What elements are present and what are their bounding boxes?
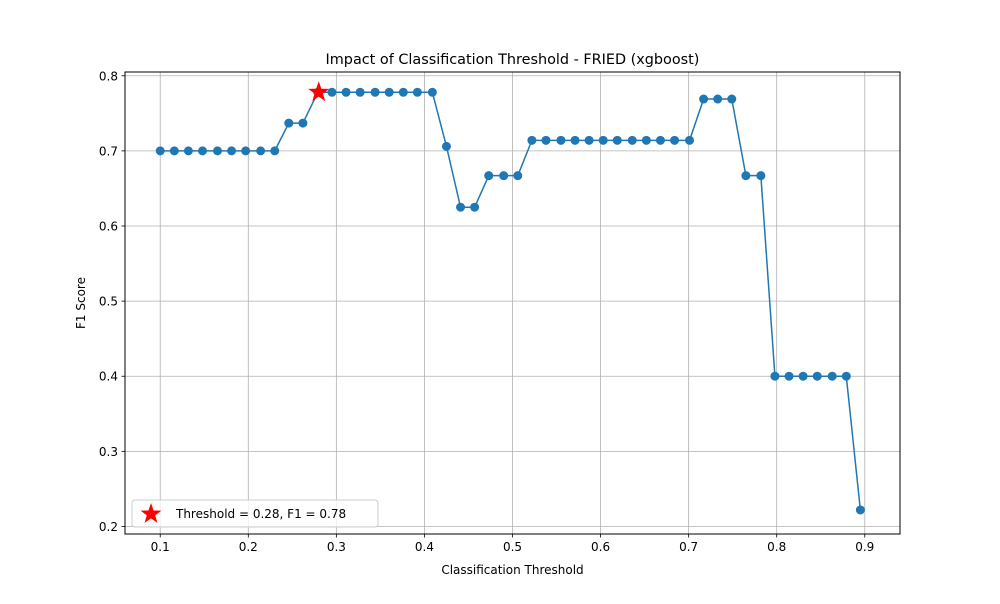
data-point — [727, 94, 737, 104]
y-tick-label: 0.6 — [99, 220, 118, 234]
x-tick-label: 0.7 — [679, 540, 698, 554]
legend-label: Threshold = 0.28, F1 = 0.78 — [175, 507, 346, 521]
y-tick-label: 0.5 — [99, 295, 118, 309]
data-point — [627, 135, 637, 145]
data-point — [412, 87, 422, 97]
x-tick-label: 0.8 — [767, 540, 786, 554]
legend-box — [131, 499, 379, 528]
y-ticks: 0.2 0.3 0.4 0.5 0.6 0.7 0.8 — [99, 69, 125, 534]
data-point — [756, 171, 766, 181]
x-tick-label: 0.9 — [855, 540, 874, 554]
data-point — [499, 171, 509, 181]
data-point — [770, 371, 780, 381]
data-point — [598, 135, 608, 145]
x-axis-label: Classification Threshold — [441, 563, 583, 577]
data-point — [556, 135, 566, 145]
y-tick-label: 0.2 — [99, 520, 118, 534]
data-point — [456, 202, 466, 212]
data-point — [256, 146, 266, 156]
data-point — [513, 171, 523, 181]
data-point — [212, 146, 222, 156]
data-point — [798, 371, 808, 381]
data-point — [298, 118, 308, 128]
data-point — [641, 135, 651, 145]
y-axis-label: F1 Score — [74, 277, 88, 329]
data-point — [612, 135, 622, 145]
legend-star-marker — [140, 503, 162, 523]
data-point — [484, 171, 494, 181]
data-point — [241, 146, 251, 156]
data-point — [541, 135, 551, 145]
x-tick-label: 0.3 — [327, 540, 346, 554]
data-point — [670, 135, 680, 145]
data-point — [198, 146, 207, 156]
data-point — [784, 371, 794, 381]
data-point — [270, 146, 280, 156]
legend: Threshold = 0.28, F1 = 0.78 — [131, 499, 379, 528]
x-tick-label: 0.6 — [591, 540, 610, 554]
data-point — [341, 87, 351, 97]
chart-title: Impact of Classification Threshold - FRI… — [326, 52, 700, 68]
data-point — [685, 135, 695, 145]
data-point — [384, 87, 394, 97]
y-tick-label: 0.4 — [99, 370, 118, 384]
data-point — [470, 202, 480, 212]
data-point — [183, 146, 193, 156]
data-point — [327, 87, 337, 97]
y-tick-label: 0.3 — [99, 445, 118, 459]
data-point — [355, 87, 365, 97]
series-layer — [155, 81, 865, 515]
data-point — [570, 135, 580, 145]
data-point — [713, 94, 723, 104]
data-point — [812, 371, 822, 381]
data-point — [699, 94, 709, 104]
data-point — [370, 87, 380, 97]
data-point — [827, 371, 837, 381]
y-tick-label: 0.8 — [99, 69, 118, 83]
data-point — [398, 87, 408, 97]
data-point — [855, 505, 865, 515]
x-ticks: 0.1 0.2 0.3 0.4 0.5 0.6 0.7 0.8 0.9 — [151, 534, 874, 554]
best-threshold-star — [308, 81, 330, 102]
data-point — [284, 118, 294, 128]
data-point — [227, 146, 237, 156]
data-point — [169, 146, 179, 156]
x-tick-label: 0.1 — [151, 540, 170, 554]
x-tick-label: 0.5 — [503, 540, 522, 554]
x-tick-label: 0.4 — [415, 540, 434, 554]
data-point — [584, 135, 594, 145]
data-point — [527, 135, 537, 145]
legend-star-icon — [140, 503, 162, 523]
y-tick-label: 0.7 — [99, 144, 118, 158]
data-point — [841, 371, 851, 381]
data-point — [155, 146, 165, 156]
grid — [125, 72, 900, 534]
series-line — [160, 91, 862, 511]
x-tick-label: 0.2 — [239, 540, 258, 554]
data-point — [741, 171, 751, 181]
data-point — [441, 141, 451, 151]
data-point — [427, 87, 437, 97]
data-point — [655, 135, 665, 145]
